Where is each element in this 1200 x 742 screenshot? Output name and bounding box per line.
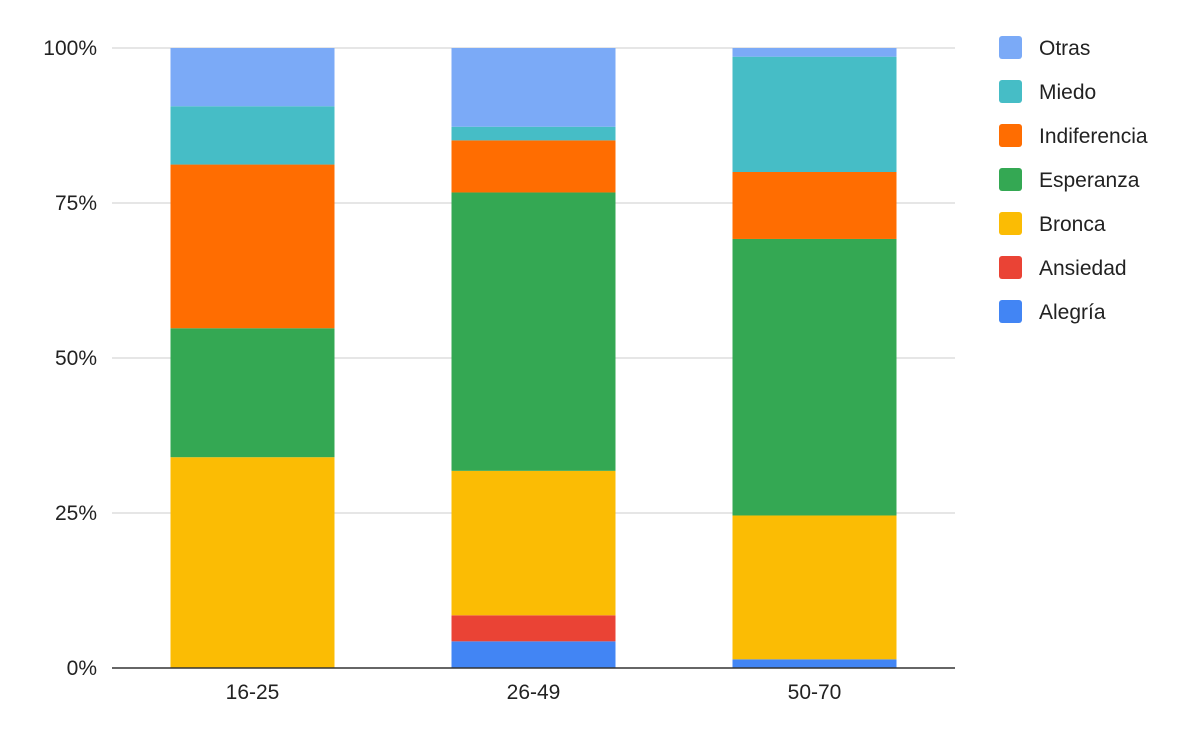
y-tick-label: 0% [67, 657, 97, 680]
legend-swatch [999, 256, 1022, 279]
legend-swatch [999, 124, 1022, 147]
legend-swatch [999, 168, 1022, 191]
legend-label: Ansiedad [1039, 257, 1127, 280]
x-tick-label: 50-70 [788, 681, 842, 704]
bar-segment [170, 48, 335, 107]
x-tick-label: 26-49 [507, 681, 561, 704]
legend-swatch [999, 212, 1022, 235]
legend-label: Otras [1039, 37, 1090, 60]
bar-stack-50-70 [732, 48, 897, 668]
legend-label: Esperanza [1039, 169, 1140, 192]
bar-segment [451, 126, 616, 141]
legend-label: Indiferencia [1039, 125, 1148, 148]
bar-segment [451, 641, 616, 668]
bar-segment [170, 328, 335, 458]
legend-item: Alegría [999, 300, 1106, 324]
bar-segment [451, 140, 616, 193]
bar-stack-16-25 [170, 48, 335, 668]
x-tick-label: 16-25 [226, 681, 280, 704]
bar-segment [451, 192, 616, 471]
bar-segment [732, 48, 897, 57]
legend-item: Bronca [999, 212, 1106, 236]
x-axis: 16-25 26-49 50-70 [112, 667, 955, 704]
legend: Otras Miedo Indiferencia Esperanza Bronca Ans… [999, 36, 1148, 324]
bars [170, 48, 897, 668]
legend-label: Bronca [1039, 213, 1106, 236]
legend-item: Ansiedad [999, 256, 1127, 280]
legend-label: Alegría [1039, 301, 1106, 324]
bar-segment [170, 106, 335, 165]
bar-segment [170, 164, 335, 329]
y-tick-label: 75% [55, 192, 97, 215]
legend-item: Esperanza [999, 168, 1140, 192]
legend-swatch [999, 300, 1022, 323]
bar-segment [732, 238, 897, 516]
bar-segment [451, 470, 616, 616]
y-tick-label: 100% [43, 37, 97, 60]
y-axis: 0% 25% 50% 75% 100% [43, 37, 97, 680]
bar-segment [451, 615, 616, 642]
legend-item: Indiferencia [999, 124, 1148, 148]
legend-swatch [999, 80, 1022, 103]
legend-item: Otras [999, 36, 1090, 60]
bar-segment [170, 457, 335, 668]
y-tick-label: 50% [55, 347, 97, 370]
bar-segment [732, 515, 897, 660]
y-tick-label: 25% [55, 502, 97, 525]
bar-segment [732, 56, 897, 172]
legend-swatch [999, 36, 1022, 59]
legend-label: Miedo [1039, 81, 1096, 104]
bar-segment [732, 172, 897, 239]
bar-stack-26-49 [451, 48, 616, 668]
bar-segment [732, 659, 897, 668]
legend-item: Miedo [999, 80, 1096, 104]
bar-segment [451, 48, 616, 127]
